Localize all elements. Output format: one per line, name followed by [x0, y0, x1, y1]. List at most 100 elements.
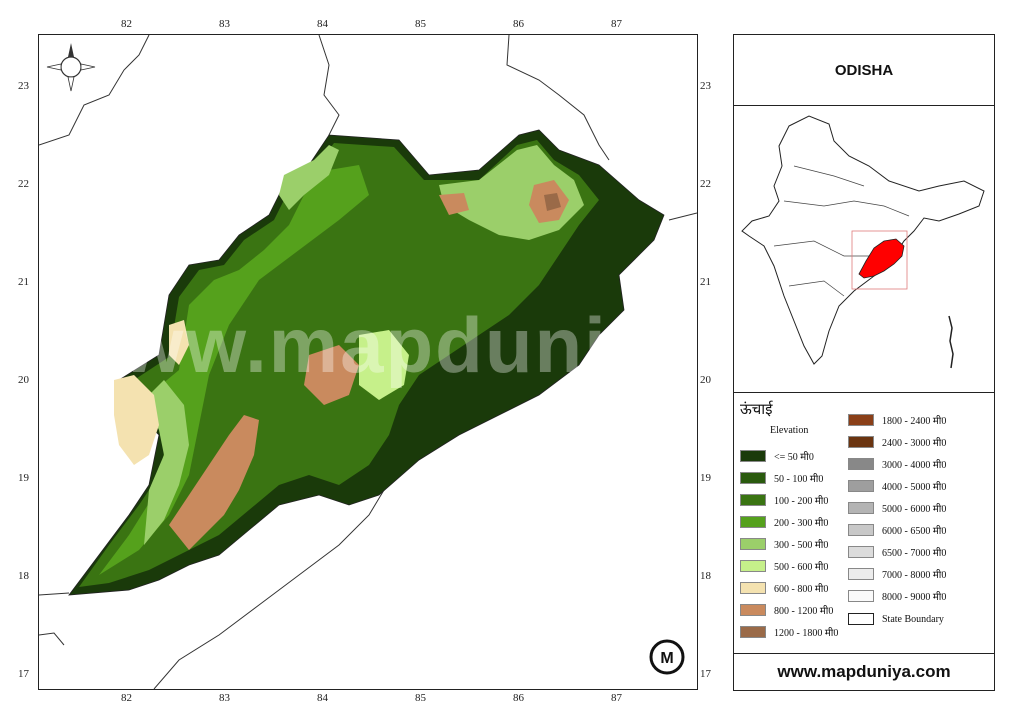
legend-swatch	[848, 458, 874, 470]
legend-item: 2400 - 3000 मी0	[848, 435, 968, 449]
latitude-tick-left: 17	[18, 668, 29, 680]
legend-label: 200 - 300 मी0	[774, 518, 829, 529]
legend-item: 800 - 1200 मी0	[740, 603, 860, 617]
longitude-tick-top: 85	[415, 18, 426, 30]
latitude-tick-right: 19	[700, 472, 711, 484]
longitude-tick-bottom: 87	[611, 692, 622, 704]
latitude-tick-right: 17	[700, 668, 711, 680]
legend-label: 1200 - 1800 मी0	[774, 628, 839, 639]
legend-item: 8000 - 9000 मी0	[848, 589, 968, 603]
title-panel: ODISHA	[733, 34, 995, 106]
latitude-tick-left: 23	[18, 80, 29, 92]
latitude-tick-right: 20	[700, 374, 711, 386]
legend-swatch	[740, 494, 766, 506]
legend-item: 7000 - 8000 मी0	[848, 567, 968, 581]
legend-swatch	[740, 450, 766, 462]
latitude-tick-right: 21	[700, 276, 711, 288]
mapduniya-logo-icon: M	[649, 639, 685, 675]
legend-label: 500 - 600 मी0	[774, 562, 829, 573]
legend-swatch	[848, 502, 874, 514]
andaman-islands	[948, 315, 954, 369]
main-map[interactable]: M	[38, 34, 698, 690]
legend-item: 4000 - 5000 मी0	[848, 479, 968, 493]
legend-swatch	[740, 626, 766, 638]
legend-label: <= 50 मी0	[774, 452, 814, 463]
legend-swatch	[740, 582, 766, 594]
elevation-band-600-800	[114, 375, 159, 465]
legend-swatch	[740, 560, 766, 572]
legend-label: 6500 - 7000 मी0	[882, 548, 947, 559]
legend-item: 1800 - 2400 मी0	[848, 413, 968, 427]
legend-item: 600 - 800 मी0	[740, 581, 860, 595]
legend-label: 300 - 500 मी0	[774, 540, 829, 551]
elevation-band-500-600	[359, 330, 409, 400]
latitude-tick-left: 18	[18, 570, 29, 582]
longitude-tick-bottom: 83	[219, 692, 230, 704]
india-outline	[741, 115, 985, 365]
elevation-band-800-1200	[304, 345, 359, 405]
india-inset-map	[733, 105, 995, 393]
odisha-inset-box	[851, 230, 908, 290]
legend-item: 50 - 100 मी0	[740, 471, 860, 485]
legend-label: 600 - 800 मी0	[774, 584, 829, 595]
legend-label: 1800 - 2400 मी0	[882, 416, 947, 427]
svg-text:M: M	[660, 650, 673, 667]
legend-swatch	[848, 546, 874, 558]
website-link[interactable]: www.mapduniya.com	[777, 662, 951, 681]
latitude-tick-left: 22	[18, 178, 29, 190]
neighbour-boundary	[318, 35, 340, 146]
legend-swatch	[848, 480, 874, 492]
elevation-band-300-500	[279, 145, 339, 210]
legend-label: State Boundary	[882, 613, 944, 625]
website-footer[interactable]: www.mapduniya.com	[733, 653, 995, 691]
legend-label: 2400 - 3000 मी0	[882, 438, 947, 449]
legend-label: 7000 - 8000 मी0	[882, 570, 947, 581]
odisha-highlight	[858, 238, 905, 279]
india-inset-svg	[741, 115, 985, 369]
longitude-tick-top: 82	[121, 18, 132, 30]
longitude-tick-bottom: 82	[121, 692, 132, 704]
map-title: ODISHA	[834, 61, 894, 79]
legend-label: 6000 - 6500 मी0	[882, 526, 947, 537]
legend-item: State Boundary	[848, 613, 968, 625]
legend-item: 300 - 500 मी0	[740, 537, 860, 551]
latitude-tick-left: 20	[18, 374, 29, 386]
legend-label: 800 - 1200 मी0	[774, 606, 834, 617]
state-lines	[773, 165, 910, 297]
legend-item: 500 - 600 मी0	[740, 559, 860, 573]
longitude-tick-top: 87	[611, 18, 622, 30]
elevation-band-800-1200	[439, 193, 469, 215]
legend-swatch	[848, 436, 874, 448]
legend-swatch	[740, 516, 766, 528]
legend-label: 3000 - 4000 मी0	[882, 460, 947, 471]
legend-swatch	[740, 472, 766, 484]
legend-item: 6500 - 7000 मी0	[848, 545, 968, 559]
legend-label: 4000 - 5000 मी0	[882, 482, 947, 493]
coastline	[153, 464, 400, 689]
legend-item: 6000 - 6500 मी0	[848, 523, 968, 537]
legend-item: 3000 - 4000 मी0	[848, 457, 968, 471]
legend-swatch	[848, 590, 874, 602]
legend-label: 5000 - 6000 मी0	[882, 504, 947, 515]
longitude-tick-bottom: 84	[317, 692, 328, 704]
elevation-map-svg: M	[39, 35, 697, 689]
neighbour-boundary	[506, 35, 610, 161]
longitude-tick-top: 84	[317, 18, 328, 30]
latitude-tick-right: 22	[700, 178, 711, 190]
latitude-tick-left: 21	[18, 276, 29, 288]
legend-item: 100 - 200 मी0	[740, 493, 860, 507]
legend-item: 1200 - 1800 मी0	[740, 625, 860, 639]
longitude-tick-bottom: 86	[513, 692, 524, 704]
latitude-tick-left: 19	[18, 472, 29, 484]
neighbour-boundary	[39, 35, 150, 146]
legend-title: ऊंचाई	[740, 400, 773, 418]
legend-swatch	[848, 568, 874, 580]
legend-label: 100 - 200 मी0	[774, 496, 829, 507]
legend-item: 5000 - 6000 मी0	[848, 501, 968, 515]
neighbour-boundary	[39, 632, 65, 646]
legend-swatch	[740, 538, 766, 550]
latitude-tick-right: 18	[700, 570, 711, 582]
neighbour-boundary	[668, 212, 697, 221]
elevation-band-800-1200	[169, 415, 259, 550]
legend-subtitle: Elevation	[770, 425, 809, 436]
